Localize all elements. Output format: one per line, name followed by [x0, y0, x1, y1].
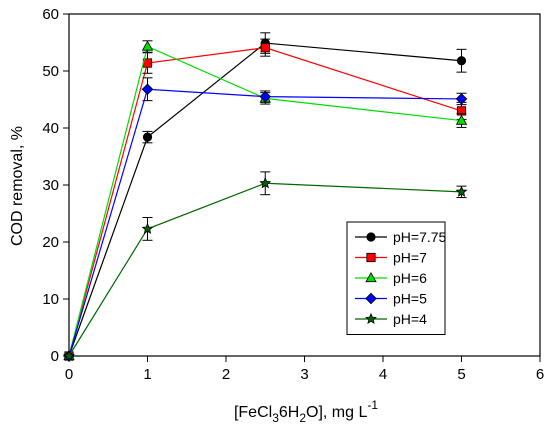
x-tick-label: 1 [143, 366, 151, 383]
legend-marker [365, 292, 377, 305]
x-tick-label: 2 [222, 366, 230, 383]
data-point [456, 56, 467, 66]
y-tick-label: 0 [51, 348, 59, 365]
data-point [260, 43, 270, 53]
x-tick-label: 6 [536, 366, 544, 383]
series-line [68, 88, 462, 357]
y-tick-label: 60 [42, 6, 59, 23]
legend-item: pH=7.75 [355, 229, 447, 245]
data-point [259, 90, 272, 103]
legend-marker [365, 312, 377, 325]
legend-marker [366, 252, 376, 263]
legend-label: pH=6 [393, 270, 427, 286]
series-line [68, 47, 462, 357]
data-point [455, 93, 468, 105]
y-tick-label: 30 [42, 177, 59, 194]
series-line [68, 42, 462, 357]
legend-item: pH=4 [355, 311, 427, 327]
y-axis-title: COD removal, % [9, 126, 26, 246]
y-tick-label: 40 [42, 120, 59, 137]
x-tick-label: 5 [457, 366, 465, 383]
legend-item: pH=7 [355, 250, 427, 266]
data-point [141, 40, 154, 51]
data-point [455, 114, 468, 125]
data-point [141, 222, 154, 234]
x-tick-label: 4 [379, 366, 387, 383]
series-line [68, 182, 462, 357]
legend-marker [365, 271, 377, 283]
series-pH=4 [63, 171, 468, 362]
y-tick-label: 50 [42, 63, 59, 80]
legend-item: pH=5 [355, 291, 427, 307]
legend-label: pH=7.75 [393, 229, 447, 245]
x-tick-label: 3 [300, 366, 308, 383]
legend-item: pH=6 [355, 270, 427, 286]
legend-label: pH=5 [393, 291, 427, 307]
x-tick-label: 0 [65, 366, 73, 383]
y-tick-label: 10 [42, 291, 59, 308]
legend: pH=7.75 pH=7 pH=6 pH=5 pH=4 [346, 221, 447, 335]
series-line [68, 45, 462, 357]
data-point [259, 177, 272, 189]
x-axis-title: [FeCl36H2O], mg L-1 [234, 398, 378, 425]
y-tick-label: 20 [42, 234, 59, 251]
data-point [455, 185, 468, 197]
legend-label: pH=4 [393, 311, 427, 327]
legend-label: pH=7 [393, 250, 427, 266]
legend-marker [366, 232, 376, 242]
data-point [142, 132, 153, 142]
data-point [141, 83, 154, 96]
data-point [63, 349, 75, 362]
